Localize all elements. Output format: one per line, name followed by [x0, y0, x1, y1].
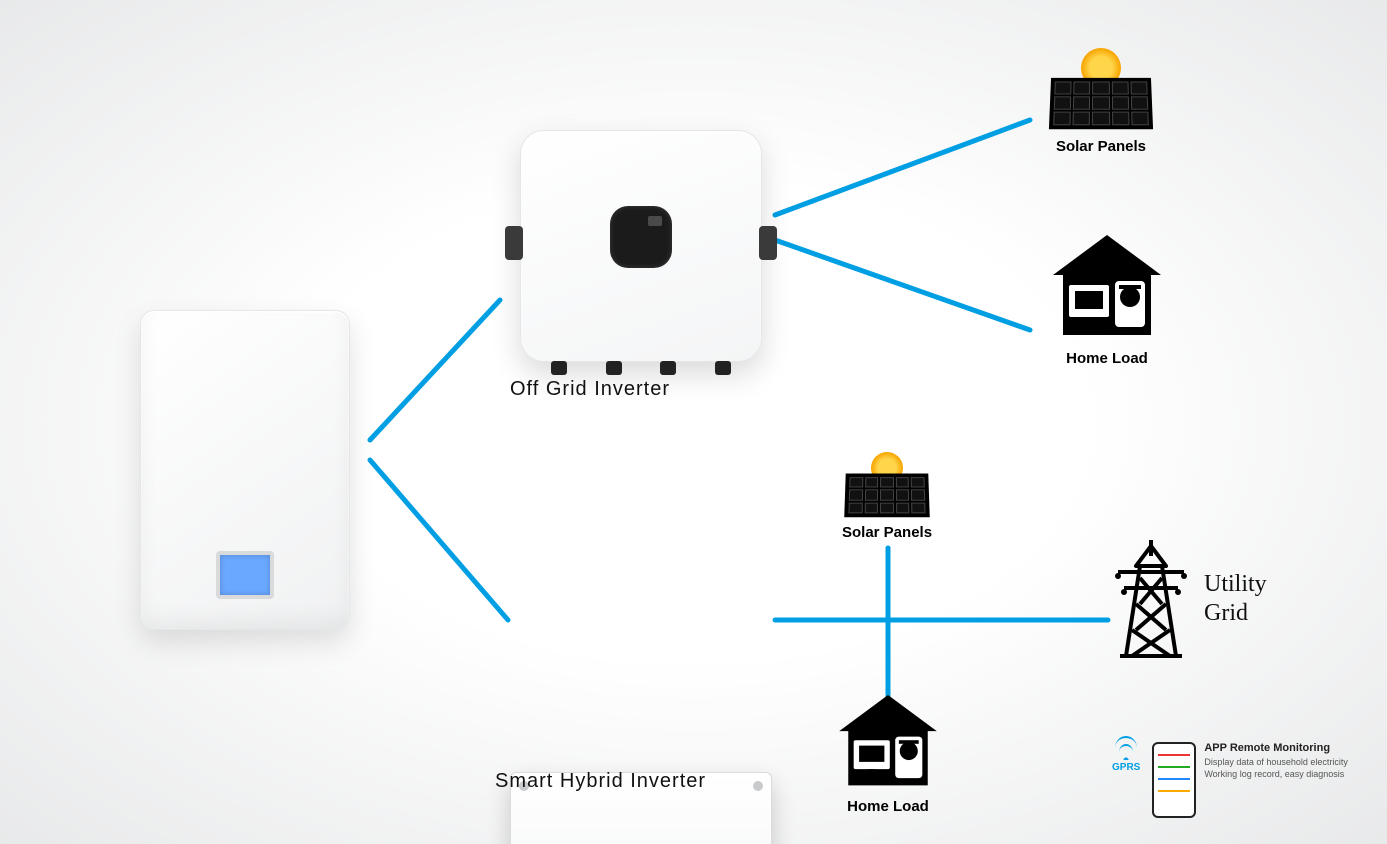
- off-grid-inverter: [520, 130, 762, 362]
- home-load-bottom-label: Home Load: [832, 798, 944, 815]
- solar-panels-bottom-label: Solar Panels: [842, 524, 932, 541]
- app-monitor-line-1: Display data of household electricity: [1204, 757, 1348, 769]
- home-load-bottom: Home Load: [832, 695, 944, 815]
- battery-screen-icon: [216, 551, 274, 599]
- gprs-icon: GPRS: [1112, 742, 1140, 773]
- off-grid-inverter-label: Off Grid Inverter: [510, 378, 670, 401]
- solar-panel-icon: [844, 474, 930, 518]
- home-load-icon: [832, 695, 944, 789]
- home-load-icon: [1045, 235, 1169, 339]
- inverter-mount-left: [505, 226, 523, 260]
- inverter-mount-right: [759, 226, 777, 260]
- app-monitor-title: APP Remote Monitoring: [1204, 742, 1348, 754]
- app-monitor-line-2: Working log record, easy diagnosis: [1204, 769, 1348, 781]
- phone-icon: [1152, 742, 1196, 818]
- utility-tower-icon: [1112, 538, 1190, 660]
- inverter-display-icon: [610, 206, 672, 268]
- app-remote-monitoring: GPRS APP Remote Monitoring Display data …: [1112, 742, 1362, 818]
- utility-grid-label: Utility Grid: [1204, 570, 1267, 628]
- solar-panels-top: Solar Panels: [1050, 48, 1152, 155]
- home-load-top-label: Home Load: [1045, 350, 1169, 367]
- diagram-stage: Off Grid Inverter Smart Hybrid Inverter …: [0, 0, 1387, 844]
- solar-panels-bottom: Solar Panels: [842, 452, 932, 541]
- hybrid-inverter-label: Smart Hybrid Inverter: [495, 770, 706, 793]
- battery-unit: [140, 310, 350, 630]
- utility-grid: Utility Grid: [1112, 538, 1267, 660]
- solar-panel-icon: [1049, 78, 1153, 129]
- inverter-connectors: [551, 361, 731, 375]
- solar-panels-top-label: Solar Panels: [1050, 138, 1152, 155]
- home-load-top: Home Load: [1045, 235, 1169, 367]
